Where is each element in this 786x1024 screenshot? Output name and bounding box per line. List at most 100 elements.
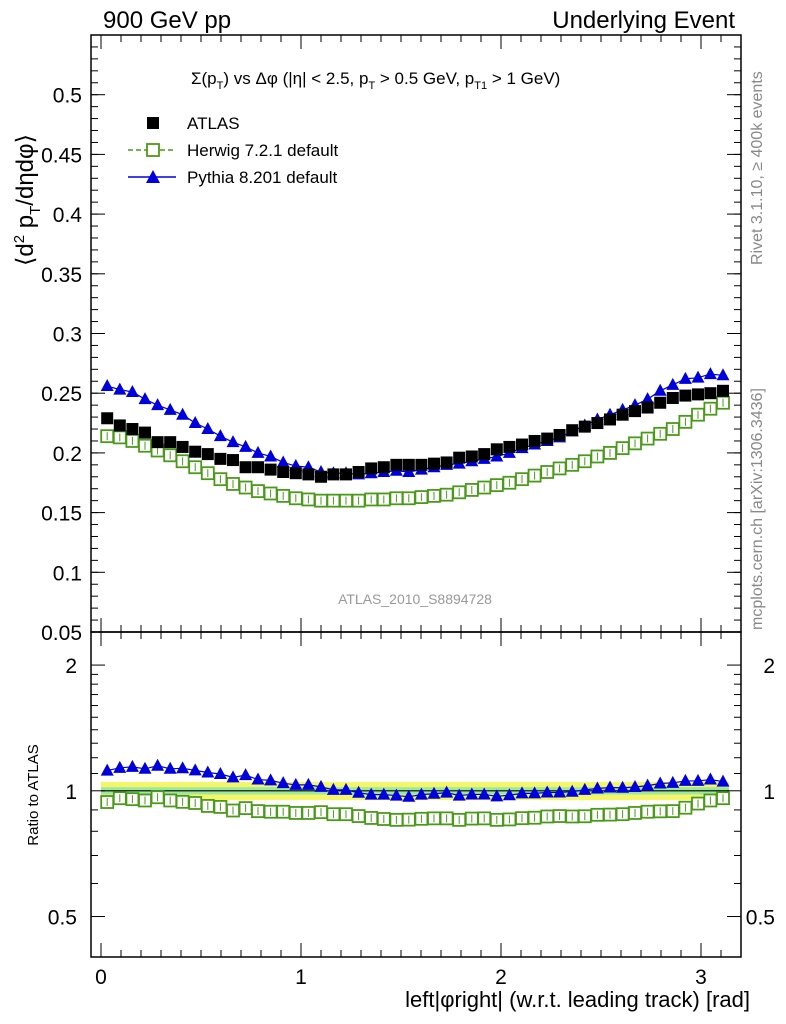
ratio-pythia-point xyxy=(565,784,579,797)
x-tick-label: 1 xyxy=(295,966,307,989)
atlas-point xyxy=(654,396,667,409)
pythia-point xyxy=(264,449,278,462)
ratio-pythia-point xyxy=(352,785,366,798)
atlas-point xyxy=(365,462,378,475)
ratio-pythia-point xyxy=(578,782,592,795)
ratio-axis-ticks: 0 1 2 3 0.5 0.5 1 1 2 2 xyxy=(48,632,775,989)
atlas-point xyxy=(352,466,365,479)
atlas-point xyxy=(591,417,604,430)
pythia-point xyxy=(276,455,290,468)
ratio-pythia-point xyxy=(477,787,491,800)
main-y-tick-label: 0.35 xyxy=(41,264,82,287)
ratio-pythia-point xyxy=(251,772,265,785)
ratio-pythia-point xyxy=(678,773,692,786)
legend-label-herwig: Herwig 7.2.1 default xyxy=(187,141,338,160)
rivet-label: Rivet 3.1.10, ≥ 400k events xyxy=(749,71,766,265)
atlas-point xyxy=(315,470,327,483)
atlas-point xyxy=(201,448,214,461)
pythia-point xyxy=(251,445,265,458)
ratio-pythia-point xyxy=(213,767,227,780)
ratio-pythia-point xyxy=(314,779,328,792)
ratio-pythia-point xyxy=(301,777,315,790)
ratio-panel: 0 1 2 3 0.5 0.5 1 1 2 2 Ratio to ATLAS left|φrigh… xyxy=(25,631,775,1012)
atlas-point xyxy=(189,445,202,458)
main-y-tick-label: 0.5 xyxy=(53,85,82,108)
atlas-point xyxy=(604,413,616,426)
atlas-point xyxy=(289,467,302,480)
ratio-y-axis-label: Ratio to ATLAS xyxy=(25,744,42,845)
atlas-point xyxy=(465,450,478,463)
pythia-point xyxy=(100,379,114,392)
side-labels: Rivet 3.1.10, ≥ 400k events mcplots.cern… xyxy=(749,71,766,630)
ratio-pythia-point xyxy=(641,778,655,791)
ratio-pythia-point xyxy=(289,777,303,790)
atlas-point xyxy=(717,384,729,397)
pythia-point xyxy=(716,368,730,381)
main-y-tick-label: 0.25 xyxy=(41,383,82,406)
pythia-point xyxy=(641,392,655,405)
atlas-point xyxy=(390,458,403,471)
atlas-point xyxy=(214,452,227,465)
ratio-pythia-point xyxy=(402,789,416,802)
pythia-point xyxy=(151,398,165,411)
main-y-tick-label: 0.2 xyxy=(53,443,82,466)
atlas-point xyxy=(566,424,579,437)
atlas-point xyxy=(440,456,453,469)
atlas-point xyxy=(176,440,189,453)
ratio-pythia-point xyxy=(616,780,630,793)
atlas-point xyxy=(704,387,717,400)
main-y-tick-label: 0.3 xyxy=(53,324,82,347)
ratio-pythia-point xyxy=(113,760,127,773)
header: 900 GeV pp Underlying Event xyxy=(103,7,735,34)
legend-item-herwig: Herwig 7.2.1 default xyxy=(128,141,338,160)
mcplots-label: mcplots.cern.ch [arXiv:1306.3436] xyxy=(749,388,766,630)
ratio-pythia-point xyxy=(590,781,604,794)
legend-label-atlas: ATLAS xyxy=(187,114,240,133)
ratio-pythia-point xyxy=(100,763,114,776)
ratio-pythia-point xyxy=(691,773,705,786)
header-left: 900 GeV pp xyxy=(103,7,231,34)
ratio-pythia-point xyxy=(364,787,378,800)
plot-title: Σ(pT) vs Δφ (|η| < 2.5, pT > 0.5 GeV, pT… xyxy=(191,69,560,92)
atlas-point xyxy=(666,391,679,404)
main-y-tick-label: 0.05 xyxy=(41,622,82,645)
ratio-pythia-point xyxy=(125,759,139,772)
ratio-pythia-point xyxy=(427,786,441,799)
atlas-point xyxy=(302,468,315,481)
x-tick-label: 2 xyxy=(495,966,507,989)
pythia-point xyxy=(226,435,240,448)
pythia-point xyxy=(653,383,667,396)
ratio-pythia-point xyxy=(264,773,278,786)
atlas-point xyxy=(101,412,114,425)
atlas-point xyxy=(692,388,704,401)
pythia-point xyxy=(402,465,416,478)
ratio-pythia-point xyxy=(188,763,202,776)
pythia-point xyxy=(176,407,190,420)
atlas-point xyxy=(679,389,692,402)
atlas-point xyxy=(428,457,440,470)
legend-marker-pythia xyxy=(146,170,160,183)
atlas-point xyxy=(327,468,340,481)
ratio-y-tick-label-right: 0.5 xyxy=(746,907,775,930)
atlas-point xyxy=(113,419,126,432)
atlas-point xyxy=(164,436,177,449)
ratio-pythia-point xyxy=(440,785,454,798)
ratio-pythia-point xyxy=(603,780,617,793)
ratio-pythia-point xyxy=(226,770,240,783)
atlas-point xyxy=(478,448,491,461)
atlas-point xyxy=(553,428,566,441)
ratio-pythia-point xyxy=(452,788,466,801)
legend: ATLAS Herwig 7.2.1 default Pythia 8.201 … xyxy=(128,114,338,187)
atlas-point xyxy=(629,405,641,418)
pythia-point xyxy=(678,371,692,384)
atlas-point xyxy=(541,432,554,445)
ratio-pythia-point xyxy=(553,785,567,798)
ratio-y-tick-label: 0.5 xyxy=(48,907,77,930)
atlas-point xyxy=(616,408,629,421)
atlas-point xyxy=(126,423,139,436)
main-y-tick-label: 0.1 xyxy=(53,562,82,585)
ratio-pythia-point xyxy=(151,758,165,771)
pythia-point xyxy=(691,370,705,383)
pythia-point xyxy=(113,382,127,395)
